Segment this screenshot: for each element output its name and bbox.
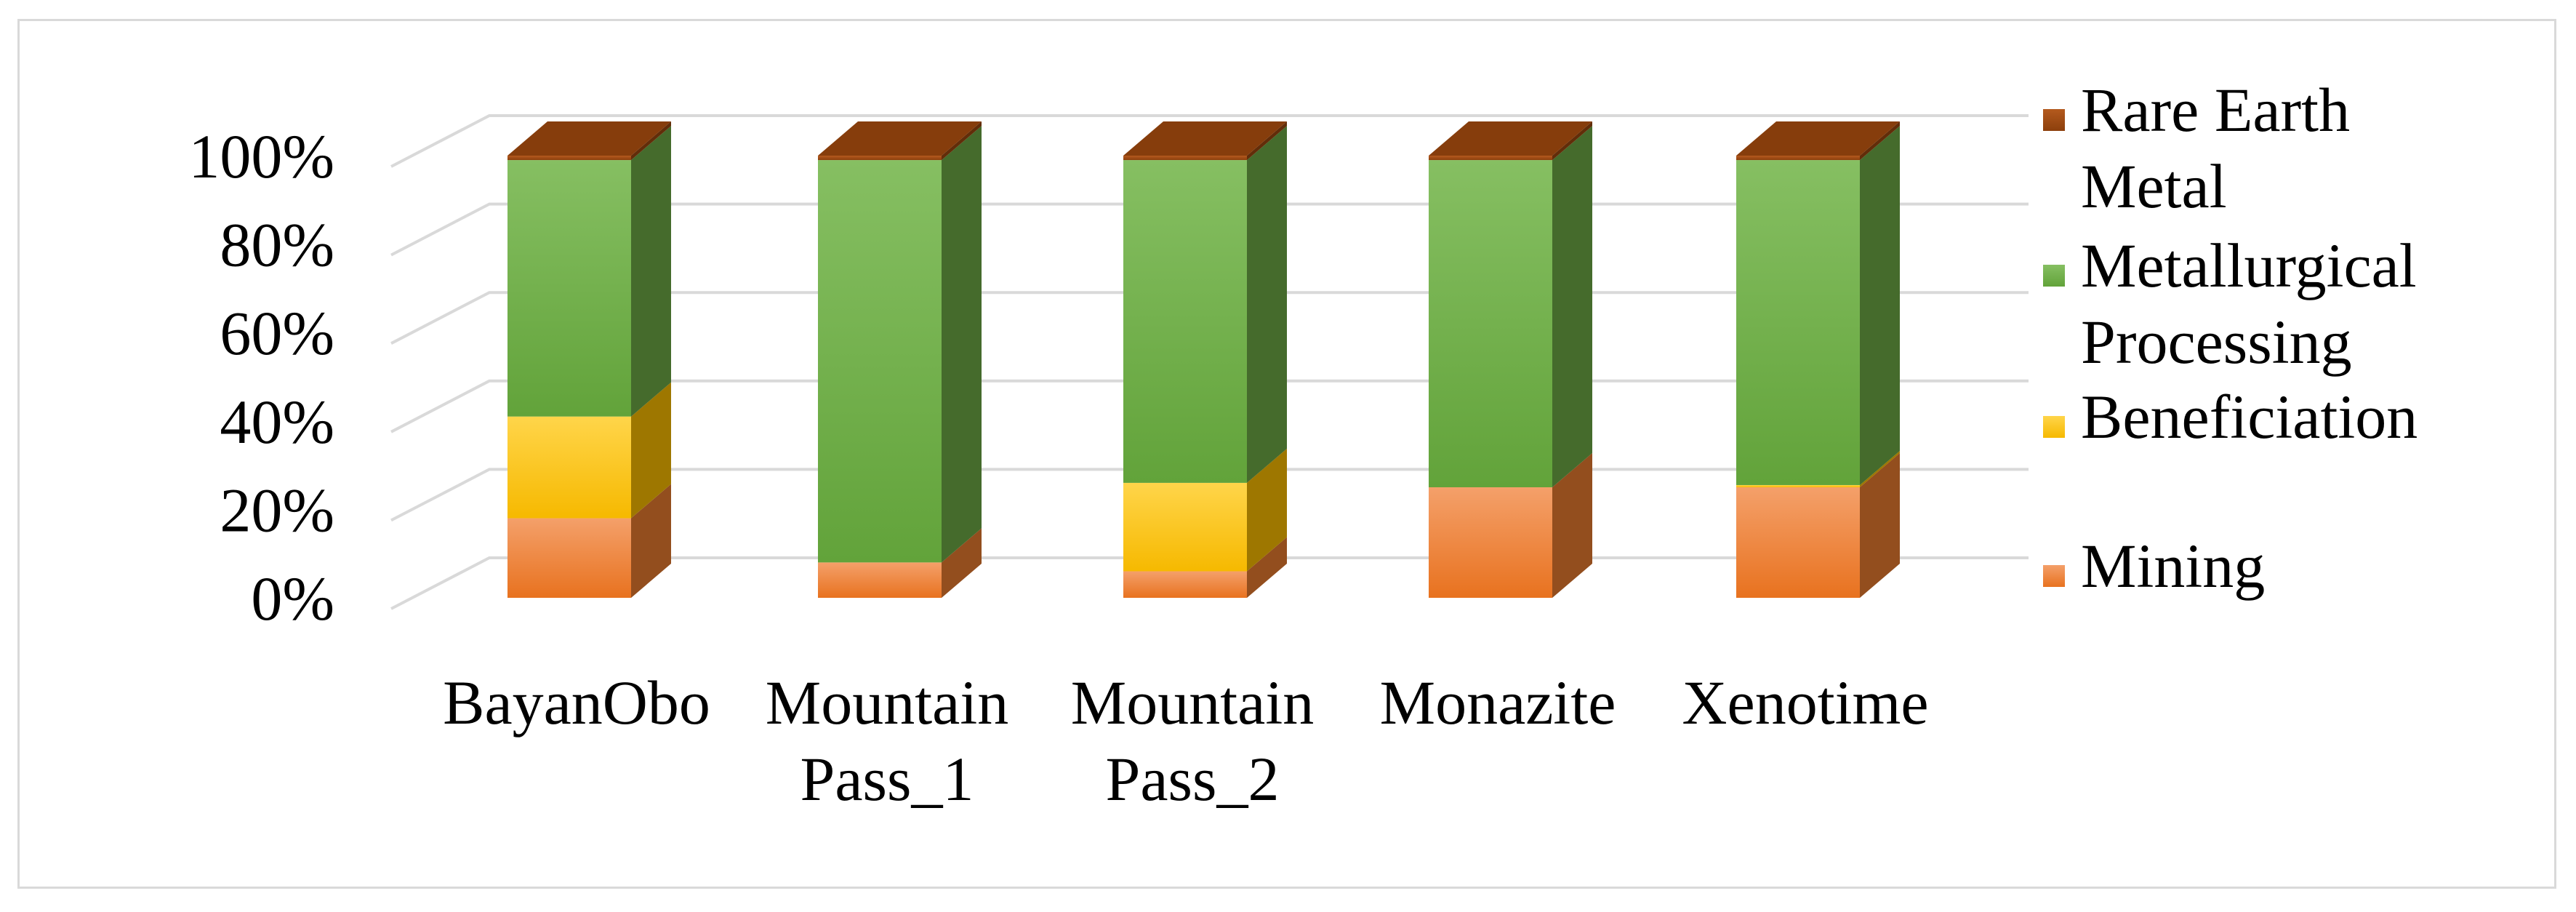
bar-side-mountain-pass-2-rare-earth-metal bbox=[1247, 121, 1287, 161]
bar-bayanobo-mining bbox=[507, 484, 671, 598]
bar-front-mountain-pass-2-mining bbox=[1123, 571, 1247, 598]
category-label-monazite: Monazite bbox=[1380, 668, 1616, 737]
bar-side-monazite-metallurgical-processing bbox=[1552, 126, 1592, 487]
bar-front-xenotime-metallurgical-processing bbox=[1736, 160, 1860, 485]
bar-side-monazite-rare-earth-metal bbox=[1552, 121, 1592, 161]
y-tick-label-1: 20% bbox=[220, 475, 334, 545]
bar-top-bayanobo bbox=[507, 121, 671, 156]
bar-front-mountain-pass-1-rare-earth-metal bbox=[818, 156, 942, 161]
bar-bayanobo-metallurgical-processing bbox=[507, 126, 671, 417]
bars bbox=[507, 121, 1900, 598]
bar-front-mountain-pass-1-mining bbox=[818, 562, 942, 598]
bar-front-mountain-pass-2-beneficiation bbox=[1123, 482, 1247, 572]
bar-front-mountain-pass-1-metallurgical-processing bbox=[818, 160, 942, 563]
bar-monazite-mining bbox=[1429, 453, 1592, 598]
legend-label-beneficiation: Beneficiation bbox=[2081, 382, 2417, 452]
legend-item-metallurgical-processing: Metallurgical Processing bbox=[2043, 231, 2417, 377]
category-label-xenotime: Xenotime bbox=[1682, 668, 1928, 737]
bar-bayanobo-rare-earth-metal bbox=[507, 121, 671, 161]
y-tick-label-5: 100% bbox=[188, 121, 334, 191]
bar-side-xenotime-beneficiation bbox=[1860, 450, 1900, 487]
bar-front-xenotime-rare-earth-metal bbox=[1736, 156, 1860, 161]
bar-side-mountain-pass-2-beneficiation bbox=[1247, 448, 1287, 572]
bar-xenotime-beneficiation bbox=[1736, 450, 1900, 487]
legend-swatch-rare-earth-metal bbox=[2043, 109, 2065, 131]
bar-side-mountain-pass-2-metallurgical-processing bbox=[1247, 126, 1287, 483]
bar-xenotime-rare-earth-metal bbox=[1736, 121, 1900, 161]
bar-front-xenotime-mining bbox=[1736, 487, 1860, 598]
legend-label-mining: Mining bbox=[2081, 531, 2265, 601]
legend-swatch-mining bbox=[2043, 565, 2065, 587]
y-tick-label-2: 40% bbox=[220, 387, 334, 457]
bar-front-bayanobo-mining bbox=[507, 518, 631, 598]
bar-top-xenotime bbox=[1736, 121, 1900, 156]
bar-front-mountain-pass-2-rare-earth-metal bbox=[1123, 156, 1247, 161]
bar-group-bayanobo bbox=[507, 121, 671, 598]
bar-group-monazite bbox=[1429, 121, 1592, 598]
legend-swatch-beneficiation bbox=[2043, 416, 2065, 438]
bar-monazite-metallurgical-processing bbox=[1429, 126, 1592, 487]
bar-front-bayanobo-beneficiation bbox=[507, 416, 631, 519]
y-tick-label-4: 80% bbox=[220, 210, 334, 280]
bar-top-mountain-pass-2 bbox=[1123, 121, 1287, 156]
bar-front-monazite-mining bbox=[1429, 487, 1552, 598]
bar-monazite-rare-earth-metal bbox=[1429, 121, 1592, 161]
bar-side-xenotime-rare-earth-metal bbox=[1860, 121, 1900, 161]
bar-front-monazite-rare-earth-metal bbox=[1429, 156, 1552, 161]
legend-item-beneficiation: Beneficiation bbox=[2043, 382, 2417, 452]
bar-side-mountain-pass-1-mining bbox=[942, 528, 982, 598]
x-axis: BayanObo Mountain Pass_1 Mountain Pass_2 Mona… bbox=[443, 668, 1928, 814]
bar-side-monazite-mining bbox=[1552, 453, 1592, 598]
bar-side-mountain-pass-1-rare-earth-metal bbox=[942, 121, 982, 161]
bar-group-xenotime bbox=[1736, 121, 1900, 598]
y-tick-label-0: 0% bbox=[251, 564, 334, 633]
legend-item-rare-earth-metal: Rare Earth Metal bbox=[2043, 75, 2350, 221]
bar-front-bayanobo-rare-earth-metal bbox=[507, 156, 631, 161]
bar-side-mountain-pass-2-mining bbox=[1247, 537, 1287, 598]
legend-label-metallurgical-processing: Metallurgical Processing bbox=[2081, 231, 2417, 377]
bar-side-bayanobo-metallurgical-processing bbox=[631, 126, 671, 417]
legend-item-mining: Mining bbox=[2043, 531, 2265, 601]
bar-xenotime-metallurgical-processing bbox=[1736, 126, 1900, 485]
bar-mountain-pass-2-rare-earth-metal bbox=[1123, 121, 1287, 161]
bar-side-xenotime-metallurgical-processing bbox=[1860, 126, 1900, 485]
bar-group-mountain-pass-2 bbox=[1123, 121, 1287, 598]
legend-label-rare-earth-metal: Rare Earth Metal bbox=[2081, 75, 2350, 221]
bar-mountain-pass-2-metallurgical-processing bbox=[1123, 126, 1287, 483]
legend-swatch-metallurgical-processing bbox=[2043, 265, 2065, 287]
bar-xenotime-mining bbox=[1736, 453, 1900, 598]
bar-bayanobo-beneficiation bbox=[507, 382, 671, 519]
y-axis: 0% 20% 40% 60% 80% 100% bbox=[188, 121, 334, 633]
category-label-mountain-pass-1: Mountain Pass_1 bbox=[766, 668, 1008, 814]
bar-mountain-pass-2-beneficiation bbox=[1123, 448, 1287, 572]
bar-mountain-pass-1-rare-earth-metal bbox=[818, 121, 982, 161]
bar-front-mountain-pass-2-metallurgical-processing bbox=[1123, 160, 1247, 483]
bar-front-monazite-metallurgical-processing bbox=[1429, 160, 1552, 487]
gridline-5 bbox=[390, 114, 2029, 168]
bar-side-bayanobo-beneficiation bbox=[631, 382, 671, 519]
bar-mountain-pass-1-metallurgical-processing bbox=[818, 126, 982, 563]
bar-front-xenotime-beneficiation bbox=[1736, 484, 1860, 487]
bar-front-bayanobo-metallurgical-processing bbox=[507, 160, 631, 417]
bar-mountain-pass-1-mining bbox=[818, 528, 982, 598]
bar-side-bayanobo-rare-earth-metal bbox=[631, 121, 671, 161]
category-label-mountain-pass-2: Mountain Pass_2 bbox=[1071, 668, 1314, 814]
bar-group-mountain-pass-1 bbox=[818, 121, 982, 598]
bar-side-bayanobo-mining bbox=[631, 484, 671, 598]
bar-top-monazite bbox=[1429, 121, 1592, 156]
bar-mountain-pass-2-mining bbox=[1123, 537, 1287, 598]
bar-top-mountain-pass-1 bbox=[818, 121, 982, 156]
y-tick-label-3: 60% bbox=[220, 298, 334, 368]
category-label-bayanobo: BayanObo bbox=[443, 668, 710, 737]
bar-side-xenotime-mining bbox=[1860, 453, 1900, 598]
bar-side-mountain-pass-1-metallurgical-processing bbox=[942, 126, 982, 563]
